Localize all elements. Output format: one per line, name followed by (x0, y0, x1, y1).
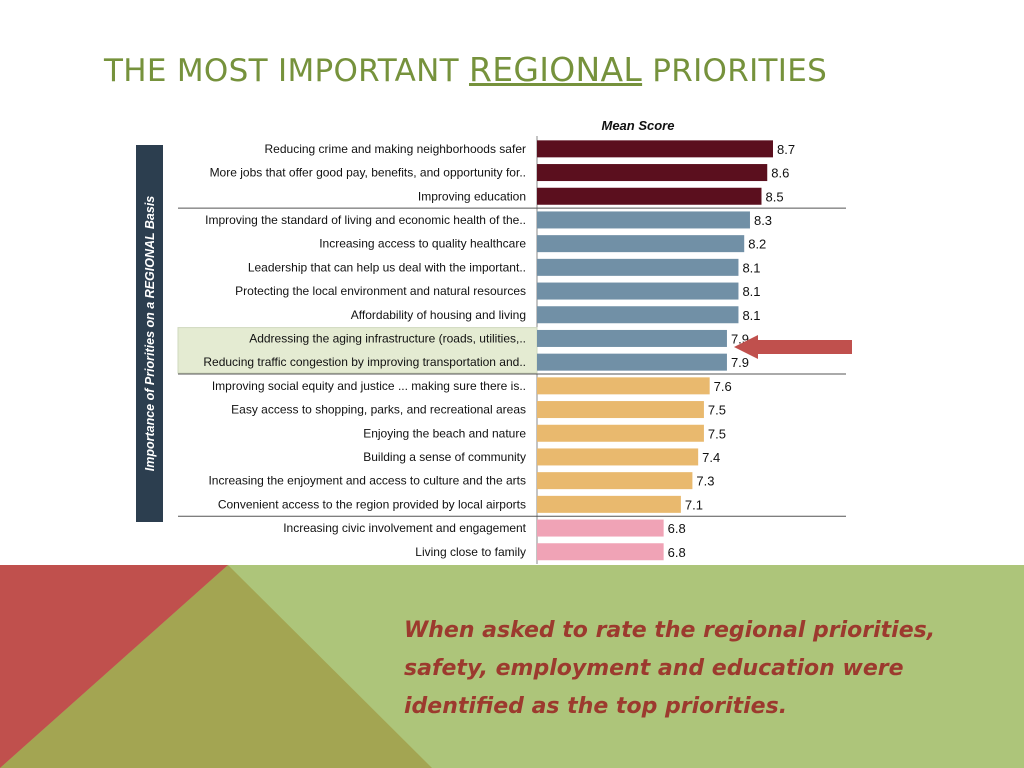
category-label: Addressing the aging infrastructure (roa… (249, 331, 526, 345)
highlight-box (177, 327, 538, 374)
category-label: Enjoying the beach and nature (363, 426, 526, 440)
title-part-1: THE MOST IMPORTANT (104, 53, 469, 89)
bar (537, 401, 704, 419)
category-labels: Reducing crime and making neighborhoods … (203, 142, 526, 559)
band-olive-triangle (0, 565, 432, 768)
category-label: Living close to family (415, 545, 526, 559)
category-label: Reducing traffic congestion by improving… (203, 355, 526, 369)
value-label: 8.1 (742, 260, 760, 275)
slide-title: THE MOST IMPORTANT REGIONAL PRIORITIES (104, 50, 984, 89)
bars (537, 140, 773, 561)
value-label: 6.8 (668, 545, 686, 560)
highlight-layer (177, 327, 538, 374)
category-label: Protecting the local environment and nat… (235, 284, 526, 298)
bar (537, 329, 727, 347)
category-label: More jobs that offer good pay, benefits,… (210, 166, 526, 180)
decorative-band (0, 565, 1024, 768)
value-label: 8.1 (742, 308, 760, 323)
category-label: Increasing civic involvement and engagem… (283, 521, 526, 535)
value-label: 7.9 (731, 355, 749, 370)
value-label: 6.8 (668, 521, 686, 536)
value-label: 7.5 (708, 426, 726, 441)
bar (537, 211, 750, 229)
category-label: Increasing access to quality healthcare (319, 237, 526, 251)
category-label: Improving social equity and justice ... … (212, 379, 526, 393)
bar (537, 472, 693, 490)
bar (537, 187, 762, 205)
bar (537, 164, 768, 182)
title-emphasis: REGIONAL (469, 50, 643, 89)
bar (537, 140, 773, 158)
bar (537, 495, 681, 513)
arrow-shaft (758, 340, 852, 354)
category-label: Improving the standard of living and eco… (205, 213, 526, 227)
value-label: 7.6 (714, 379, 732, 394)
arrow-head (734, 335, 758, 359)
bar (537, 543, 664, 561)
chart-title: Mean Score (602, 118, 675, 133)
category-label: Increasing the enjoyment and access to c… (208, 474, 526, 488)
bar (537, 282, 739, 300)
priorities-bar-chart: Importance of Priorities on a REGIONAL B… (136, 118, 852, 564)
category-label: Building a sense of community (363, 450, 526, 464)
bar (537, 306, 739, 324)
bar (537, 377, 710, 395)
value-label: 8.2 (748, 237, 766, 252)
band-red-triangle (0, 565, 228, 768)
category-label: Reducing crime and making neighborhoods … (265, 142, 527, 156)
chart-area: Importance of Priorities on a REGIONAL B… (130, 110, 870, 570)
bar (537, 258, 739, 276)
value-label: 7.4 (702, 450, 720, 465)
value-label: 7.3 (696, 474, 714, 489)
category-label: Easy access to shopping, parks, and recr… (231, 403, 526, 417)
y-axis-title: Importance of Priorities on a REGIONAL B… (143, 196, 157, 472)
bar (537, 235, 745, 253)
bar (537, 519, 664, 537)
value-label: 8.5 (765, 189, 783, 204)
arrow-icon (734, 335, 852, 359)
title-part-2: PRIORITIES (642, 53, 828, 89)
bar (537, 353, 727, 371)
category-label: Affordability of housing and living (351, 308, 526, 322)
category-label: Improving education (418, 189, 526, 203)
bar (537, 424, 704, 442)
caption-text: When asked to rate the regional prioriti… (404, 618, 936, 719)
category-label: Convenient access to the region provided… (218, 497, 526, 511)
value-label: 7.5 (708, 403, 726, 418)
value-label: 7.1 (685, 497, 703, 512)
value-label: 8.1 (742, 284, 760, 299)
value-label: 8.3 (754, 213, 772, 228)
tier-separators (178, 207, 846, 517)
value-label: 8.7 (777, 142, 795, 157)
y-axis-band (136, 145, 163, 522)
bar (537, 448, 699, 466)
category-label: Leadership that can help us deal with th… (248, 260, 526, 274)
value-label: 8.6 (771, 166, 789, 181)
